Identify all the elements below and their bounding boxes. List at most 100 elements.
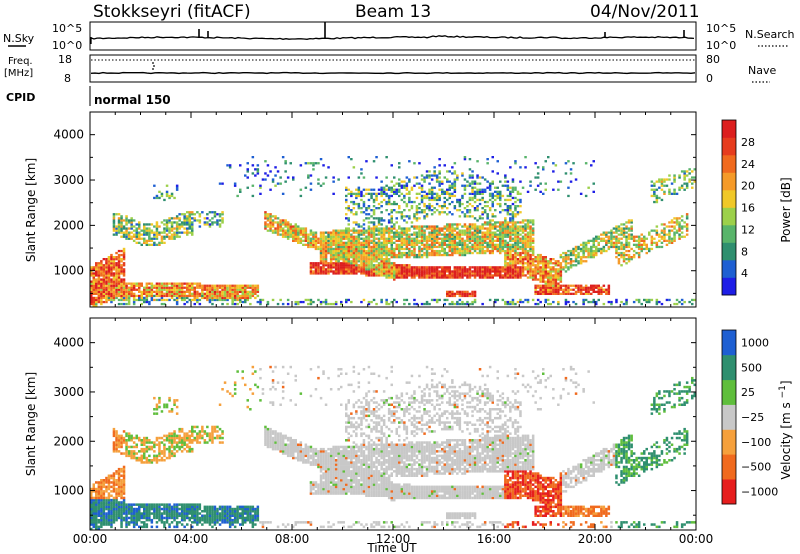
range-gate-cell [112, 266, 116, 269]
range-gate-cell [145, 300, 149, 304]
range-gate-cell [441, 205, 444, 208]
range-gate-cell [115, 284, 118, 287]
range-gate-cell [403, 251, 406, 255]
range-gate-cell [488, 225, 492, 228]
range-gate-cell [529, 258, 532, 261]
range-gate-cell [107, 514, 111, 517]
range-gate-cell [223, 290, 227, 293]
range-gate-cell [387, 213, 391, 216]
range-gate-cell [372, 245, 376, 249]
range-gate-cell [524, 219, 527, 222]
range-gate-cell [400, 272, 404, 275]
range-gate-cell [352, 247, 356, 251]
range-gate-cell [499, 194, 502, 198]
range-gate-cell [115, 227, 118, 230]
range-gate-cell [390, 274, 393, 277]
range-gate-cell [461, 239, 464, 242]
range-gate-cell [393, 262, 396, 265]
range-gate-cell [430, 229, 434, 232]
range-gate-cell [110, 521, 113, 524]
range-gate-cell [438, 211, 441, 214]
range-gate-cell [393, 249, 396, 253]
range-gate-cell [319, 235, 323, 238]
range-gate-cell [201, 296, 204, 300]
range-gate-cell [367, 270, 371, 273]
range-gate-cell [345, 270, 348, 273]
range-gate-cell [463, 302, 467, 306]
range-gate-cell [337, 249, 340, 253]
range-gate-cell [334, 256, 338, 259]
range-gate-cell [117, 294, 121, 298]
range-gate-cell [269, 170, 272, 173]
range-gate-cell [188, 215, 191, 218]
range-gate-cell [317, 264, 320, 267]
range-gate-cell [526, 270, 530, 273]
range-gate-cell [228, 294, 232, 298]
range-gate-cell [622, 256, 626, 259]
range-gate-cell [478, 237, 482, 240]
range-gate-cell [405, 182, 409, 185]
range-gate-cell [466, 200, 469, 204]
range-gate-cell [637, 298, 641, 302]
range-gate-cell [531, 251, 535, 255]
range-gate-cell [105, 282, 108, 285]
range-gate-cell [511, 258, 515, 261]
range-gate-cell [221, 290, 224, 293]
range-gate-cell [138, 227, 141, 230]
range-gate-cell [627, 219, 631, 222]
range-gate-cell [413, 251, 416, 255]
range-gate-cell [501, 266, 505, 269]
range-gate-cell [345, 186, 348, 189]
range-gate-cell [319, 249, 323, 253]
range-gate-cell [377, 268, 381, 271]
range-gate-cell [135, 241, 138, 244]
range-gate-cell [451, 292, 454, 295]
range-gate-cell [168, 290, 171, 293]
range-gate-cell [400, 276, 404, 279]
range-gate-cell [385, 243, 388, 246]
range-gate-cell [380, 188, 383, 191]
range-gate-cell [521, 260, 525, 263]
range-gate-cell [405, 251, 409, 255]
range-gate-cell [375, 264, 378, 267]
range-gate-cell [112, 505, 116, 509]
range-gate-cell [362, 231, 366, 234]
range-gate-cell [544, 298, 547, 302]
range-gate-cell [390, 180, 393, 183]
range-gate-cell [524, 225, 527, 228]
range-gate-cell [155, 298, 159, 302]
range-gate-cell [322, 164, 325, 167]
range-gate-cell [216, 213, 219, 216]
range-gate-cell [385, 268, 388, 271]
range-gate-cell [451, 192, 454, 195]
range-gate-cell [216, 221, 219, 224]
range-gate-cell [685, 174, 689, 177]
range-gate-cell [138, 298, 141, 302]
range-gate-cell [600, 233, 603, 236]
range-gate-cell [483, 274, 487, 277]
range-gate-cell [511, 270, 515, 273]
range-gate-cell [579, 284, 583, 287]
range-gate-cell [163, 298, 166, 302]
range-gate-cell [279, 182, 282, 185]
range-gate-cell [438, 182, 441, 185]
range-gate-cell [105, 292, 108, 295]
range-gate-cell [365, 266, 368, 269]
range-gate-cell [567, 290, 570, 293]
range-gate-cell [319, 243, 323, 246]
range-gate-cell [345, 260, 348, 263]
range-gate-cell [132, 286, 136, 289]
range-gate-cell [249, 290, 252, 293]
range-gate-cell [466, 247, 469, 251]
range-gate-cell [587, 247, 590, 251]
range-gate-cell [398, 211, 401, 214]
range-gate-cell [211, 211, 214, 214]
range-gate-cell [163, 292, 166, 295]
range-gate-cell [231, 286, 234, 289]
range-gate-cell [433, 192, 436, 195]
range-gate-cell [387, 196, 391, 200]
range-gate-cell [173, 288, 176, 291]
range-gate-cell [360, 249, 363, 253]
range-gate-cell [410, 272, 414, 275]
range-gate-cell [579, 288, 583, 291]
